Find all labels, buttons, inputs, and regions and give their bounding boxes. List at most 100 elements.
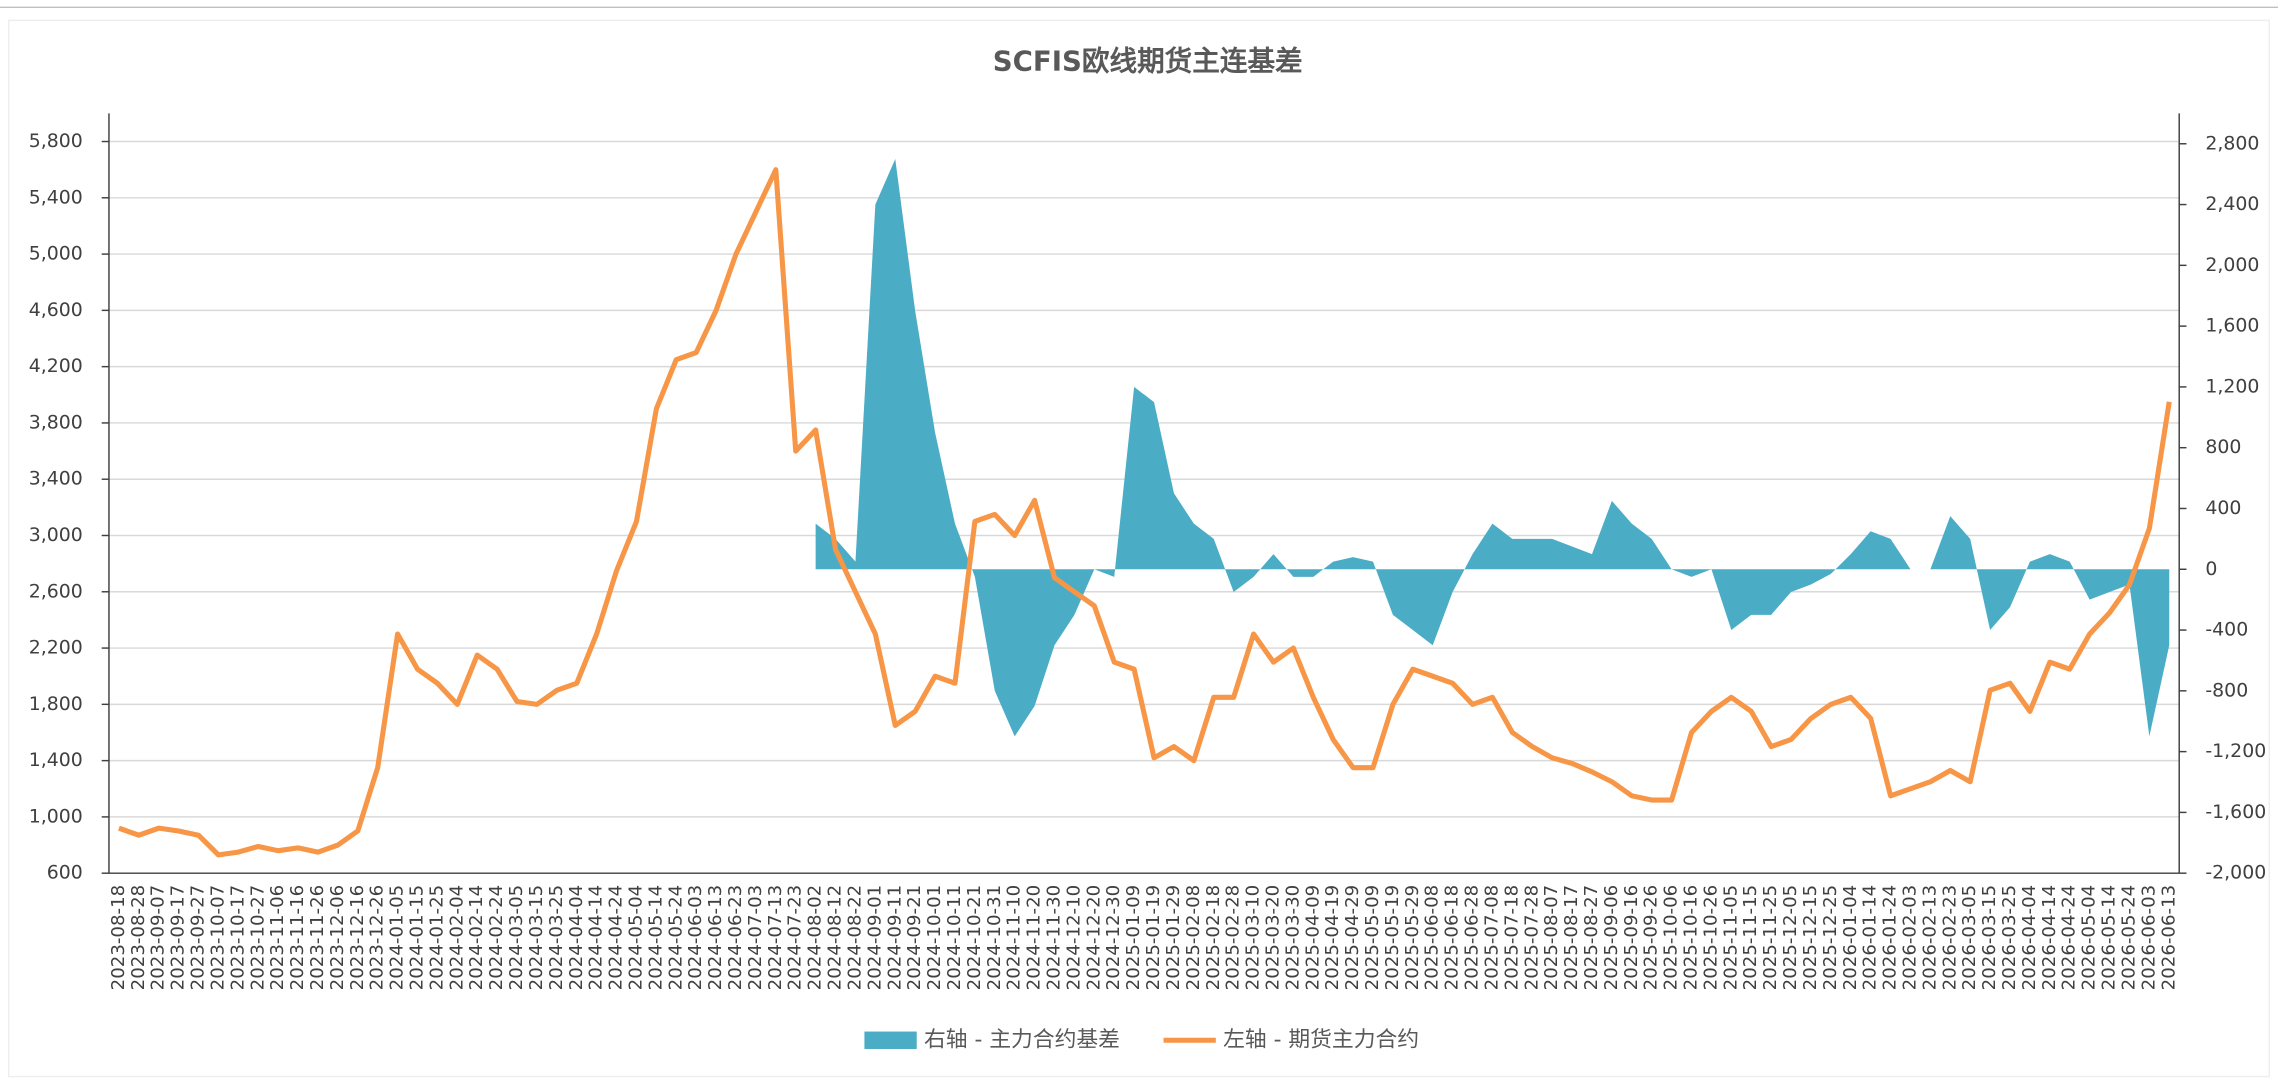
y-tick-label: 5,400 bbox=[29, 186, 83, 208]
x-tick-label: 2024-10-01 bbox=[924, 885, 945, 991]
x-tick-label: 2023-11-16 bbox=[287, 885, 308, 991]
y2-tick-label: 0 bbox=[2205, 558, 2217, 580]
y-tick-label: 3,800 bbox=[29, 411, 83, 433]
x-tick-label: 2026-02-23 bbox=[1939, 885, 1960, 991]
x-tick-label: 2024-07-23 bbox=[785, 885, 806, 991]
x-tick-label: 2025-01-29 bbox=[1163, 885, 1184, 991]
x-tick-label: 2024-03-15 bbox=[526, 885, 547, 991]
x-tick-label: 2025-01-09 bbox=[1123, 885, 1144, 991]
x-tick-label: 2024-02-14 bbox=[466, 885, 487, 991]
x-tick-label: 2024-04-24 bbox=[606, 885, 627, 991]
x-tick-label: 2026-04-24 bbox=[2059, 885, 2080, 991]
x-tick-label: 2024-12-10 bbox=[1063, 885, 1084, 991]
x-tick-label: 2026-03-25 bbox=[1999, 885, 2020, 991]
x-tick-label: 2026-04-14 bbox=[2039, 885, 2060, 991]
x-tick-label: 2023-09-27 bbox=[188, 885, 209, 991]
x-tick-label: 2025-08-17 bbox=[1561, 885, 1582, 991]
x-tick-label: 2025-08-07 bbox=[1541, 885, 1562, 991]
y2-tick-label: 2,800 bbox=[2205, 132, 2259, 154]
y-tick-label: 3,000 bbox=[29, 524, 83, 546]
x-tick-label: 2024-03-05 bbox=[506, 885, 527, 991]
x-tick-label: 2025-08-27 bbox=[1581, 885, 1602, 991]
x-tick-label: 2024-10-11 bbox=[944, 885, 965, 991]
y2-tick-label: 800 bbox=[2205, 436, 2241, 458]
x-tick-label: 2023-11-06 bbox=[267, 885, 288, 991]
x-tick-label: 2024-01-25 bbox=[426, 885, 447, 991]
x-tick-label: 2025-03-20 bbox=[1262, 885, 1283, 991]
x-tick-label: 2023-12-26 bbox=[367, 885, 388, 991]
y-tick-label: 1,800 bbox=[29, 693, 83, 715]
x-tick-label: 2025-02-18 bbox=[1203, 885, 1224, 991]
x-tick-label: 2024-11-10 bbox=[1004, 885, 1025, 991]
x-tick-label: 2026-02-13 bbox=[1919, 885, 1940, 991]
x-tick-label: 2025-03-30 bbox=[1282, 885, 1303, 991]
y2-tick-label: 1,200 bbox=[2205, 375, 2259, 397]
x-tick-label: 2025-09-16 bbox=[1621, 885, 1642, 991]
x-tick-label: 2026-05-24 bbox=[2118, 885, 2139, 991]
x-tick-label: 2023-08-28 bbox=[128, 885, 149, 991]
x-tick-label: 2023-10-27 bbox=[247, 885, 268, 991]
y2-tick-label: 2,400 bbox=[2205, 193, 2259, 215]
x-tick-label: 2023-10-07 bbox=[207, 885, 228, 991]
x-tick-label: 2023-10-17 bbox=[227, 885, 248, 991]
chart-frame bbox=[7, 19, 2271, 1078]
y-tick-label: 2,200 bbox=[29, 637, 83, 659]
x-tick-label: 2024-05-24 bbox=[665, 885, 686, 991]
x-tick-label: 2023-11-26 bbox=[307, 885, 328, 991]
x-tick-label: 2024-08-02 bbox=[805, 885, 826, 991]
x-tick-label: 2025-07-18 bbox=[1501, 885, 1522, 991]
x-tick-label: 2026-05-14 bbox=[2099, 885, 2120, 991]
basis-area bbox=[815, 158, 2170, 737]
y2-tick-label: -1,600 bbox=[2205, 801, 2266, 823]
x-tick-label: 2024-06-13 bbox=[705, 885, 726, 991]
x-tick-label: 2026-04-04 bbox=[2019, 885, 2040, 991]
legend-label: 右轴 - 主力合约基差 bbox=[924, 1027, 1120, 1052]
x-tick-label: 2025-10-06 bbox=[1661, 885, 1682, 991]
x-tick-label: 2025-02-08 bbox=[1183, 885, 1204, 991]
x-tick-label: 2025-09-06 bbox=[1601, 885, 1622, 991]
x-tick-label: 2025-06-18 bbox=[1442, 885, 1463, 991]
x-tick-label: 2024-12-20 bbox=[1083, 885, 1104, 991]
x-tick-label: 2025-12-15 bbox=[1800, 885, 1821, 991]
x-tick-label: 2026-05-04 bbox=[2079, 885, 2100, 991]
x-tick-label: 2023-12-06 bbox=[327, 885, 348, 991]
y2-tick-label: 2,000 bbox=[2205, 254, 2259, 276]
x-tick-label: 2024-09-21 bbox=[904, 885, 925, 991]
x-tick-label: 2025-06-28 bbox=[1462, 885, 1483, 991]
x-tick-label: 2025-02-28 bbox=[1223, 885, 1244, 991]
y2-tick-label: -800 bbox=[2205, 679, 2248, 701]
legend-swatch bbox=[864, 1031, 917, 1049]
x-tick-label: 2024-01-05 bbox=[387, 885, 408, 991]
x-tick-label: 2024-08-22 bbox=[844, 885, 865, 991]
x-tick-label: 2024-01-15 bbox=[407, 885, 428, 991]
chart-title: SCFIS欧线期货主连基差 bbox=[993, 45, 1303, 78]
y-tick-label: 5,800 bbox=[29, 130, 83, 152]
x-tick-label: 2025-10-16 bbox=[1681, 885, 1702, 991]
y-tick-label: 4,200 bbox=[29, 355, 83, 377]
y-tick-label: 600 bbox=[47, 862, 83, 884]
x-tick-label: 2023-12-16 bbox=[347, 885, 368, 991]
x-tick-label: 2025-04-19 bbox=[1322, 885, 1343, 991]
y-tick-label: 5,000 bbox=[29, 243, 83, 265]
x-tick-label: 2024-02-04 bbox=[446, 885, 467, 991]
y-tick-label: 1,400 bbox=[29, 749, 83, 771]
y-tick-label: 3,400 bbox=[29, 468, 83, 490]
x-tick-label: 2024-09-01 bbox=[864, 885, 885, 991]
y2-tick-label: 400 bbox=[2205, 497, 2241, 519]
x-tick-label: 2025-11-25 bbox=[1760, 885, 1781, 991]
x-tick-label: 2025-11-15 bbox=[1740, 885, 1761, 991]
x-tick-label: 2024-04-04 bbox=[566, 885, 587, 991]
x-tick-label: 2024-09-11 bbox=[884, 885, 905, 991]
x-tick-label: 2025-05-29 bbox=[1402, 885, 1423, 991]
x-tick-label: 2024-05-14 bbox=[645, 885, 666, 991]
x-tick-label: 2023-09-17 bbox=[168, 885, 189, 991]
x-tick-label: 2025-11-05 bbox=[1720, 885, 1741, 991]
y2-tick-label: -2,000 bbox=[2205, 862, 2266, 884]
x-tick-label: 2026-06-03 bbox=[2138, 885, 2159, 991]
x-tick-label: 2024-02-24 bbox=[486, 885, 507, 991]
x-tick-label: 2024-11-20 bbox=[1024, 885, 1045, 991]
x-tick-label: 2025-03-10 bbox=[1243, 885, 1264, 991]
x-tick-label: 2025-04-29 bbox=[1342, 885, 1363, 991]
x-tick-label: 2026-01-14 bbox=[1860, 885, 1881, 991]
